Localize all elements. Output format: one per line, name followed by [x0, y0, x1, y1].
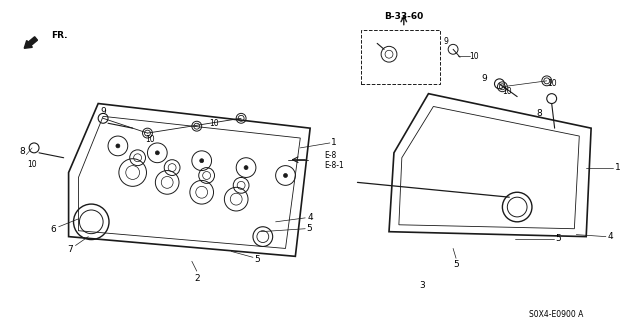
- Circle shape: [244, 166, 248, 170]
- Text: 3: 3: [420, 281, 426, 290]
- Text: 9: 9: [100, 107, 106, 116]
- Text: 7: 7: [68, 245, 74, 254]
- Text: B-33-60: B-33-60: [384, 12, 424, 21]
- Text: 10: 10: [469, 52, 479, 61]
- Text: FR.: FR.: [51, 31, 67, 40]
- Text: 5: 5: [556, 234, 561, 243]
- Text: 4: 4: [608, 232, 614, 241]
- Text: E-8-1: E-8-1: [324, 161, 344, 170]
- Text: 8: 8: [19, 147, 25, 156]
- Text: 9: 9: [482, 74, 488, 83]
- Text: E-8: E-8: [324, 151, 336, 160]
- Circle shape: [116, 144, 120, 148]
- Text: 10: 10: [209, 119, 218, 128]
- Text: 10: 10: [547, 79, 557, 88]
- Text: 6: 6: [50, 225, 56, 234]
- Text: 10: 10: [502, 87, 512, 96]
- Circle shape: [284, 174, 287, 177]
- Text: 8: 8: [536, 109, 541, 118]
- Text: 1: 1: [615, 163, 621, 172]
- Text: 10: 10: [28, 160, 37, 169]
- Text: 5: 5: [254, 255, 260, 264]
- Text: 10: 10: [146, 136, 156, 145]
- Circle shape: [156, 151, 159, 155]
- Text: 9: 9: [444, 37, 449, 46]
- Text: 1: 1: [331, 138, 337, 147]
- Text: 5: 5: [307, 224, 312, 233]
- Bar: [362, 30, 440, 84]
- Text: S0X4-E0900 A: S0X4-E0900 A: [529, 310, 584, 319]
- Text: 5: 5: [453, 260, 459, 269]
- Circle shape: [200, 159, 204, 163]
- Text: 4: 4: [307, 213, 313, 222]
- FancyArrow shape: [24, 37, 38, 48]
- Text: 2: 2: [194, 273, 200, 283]
